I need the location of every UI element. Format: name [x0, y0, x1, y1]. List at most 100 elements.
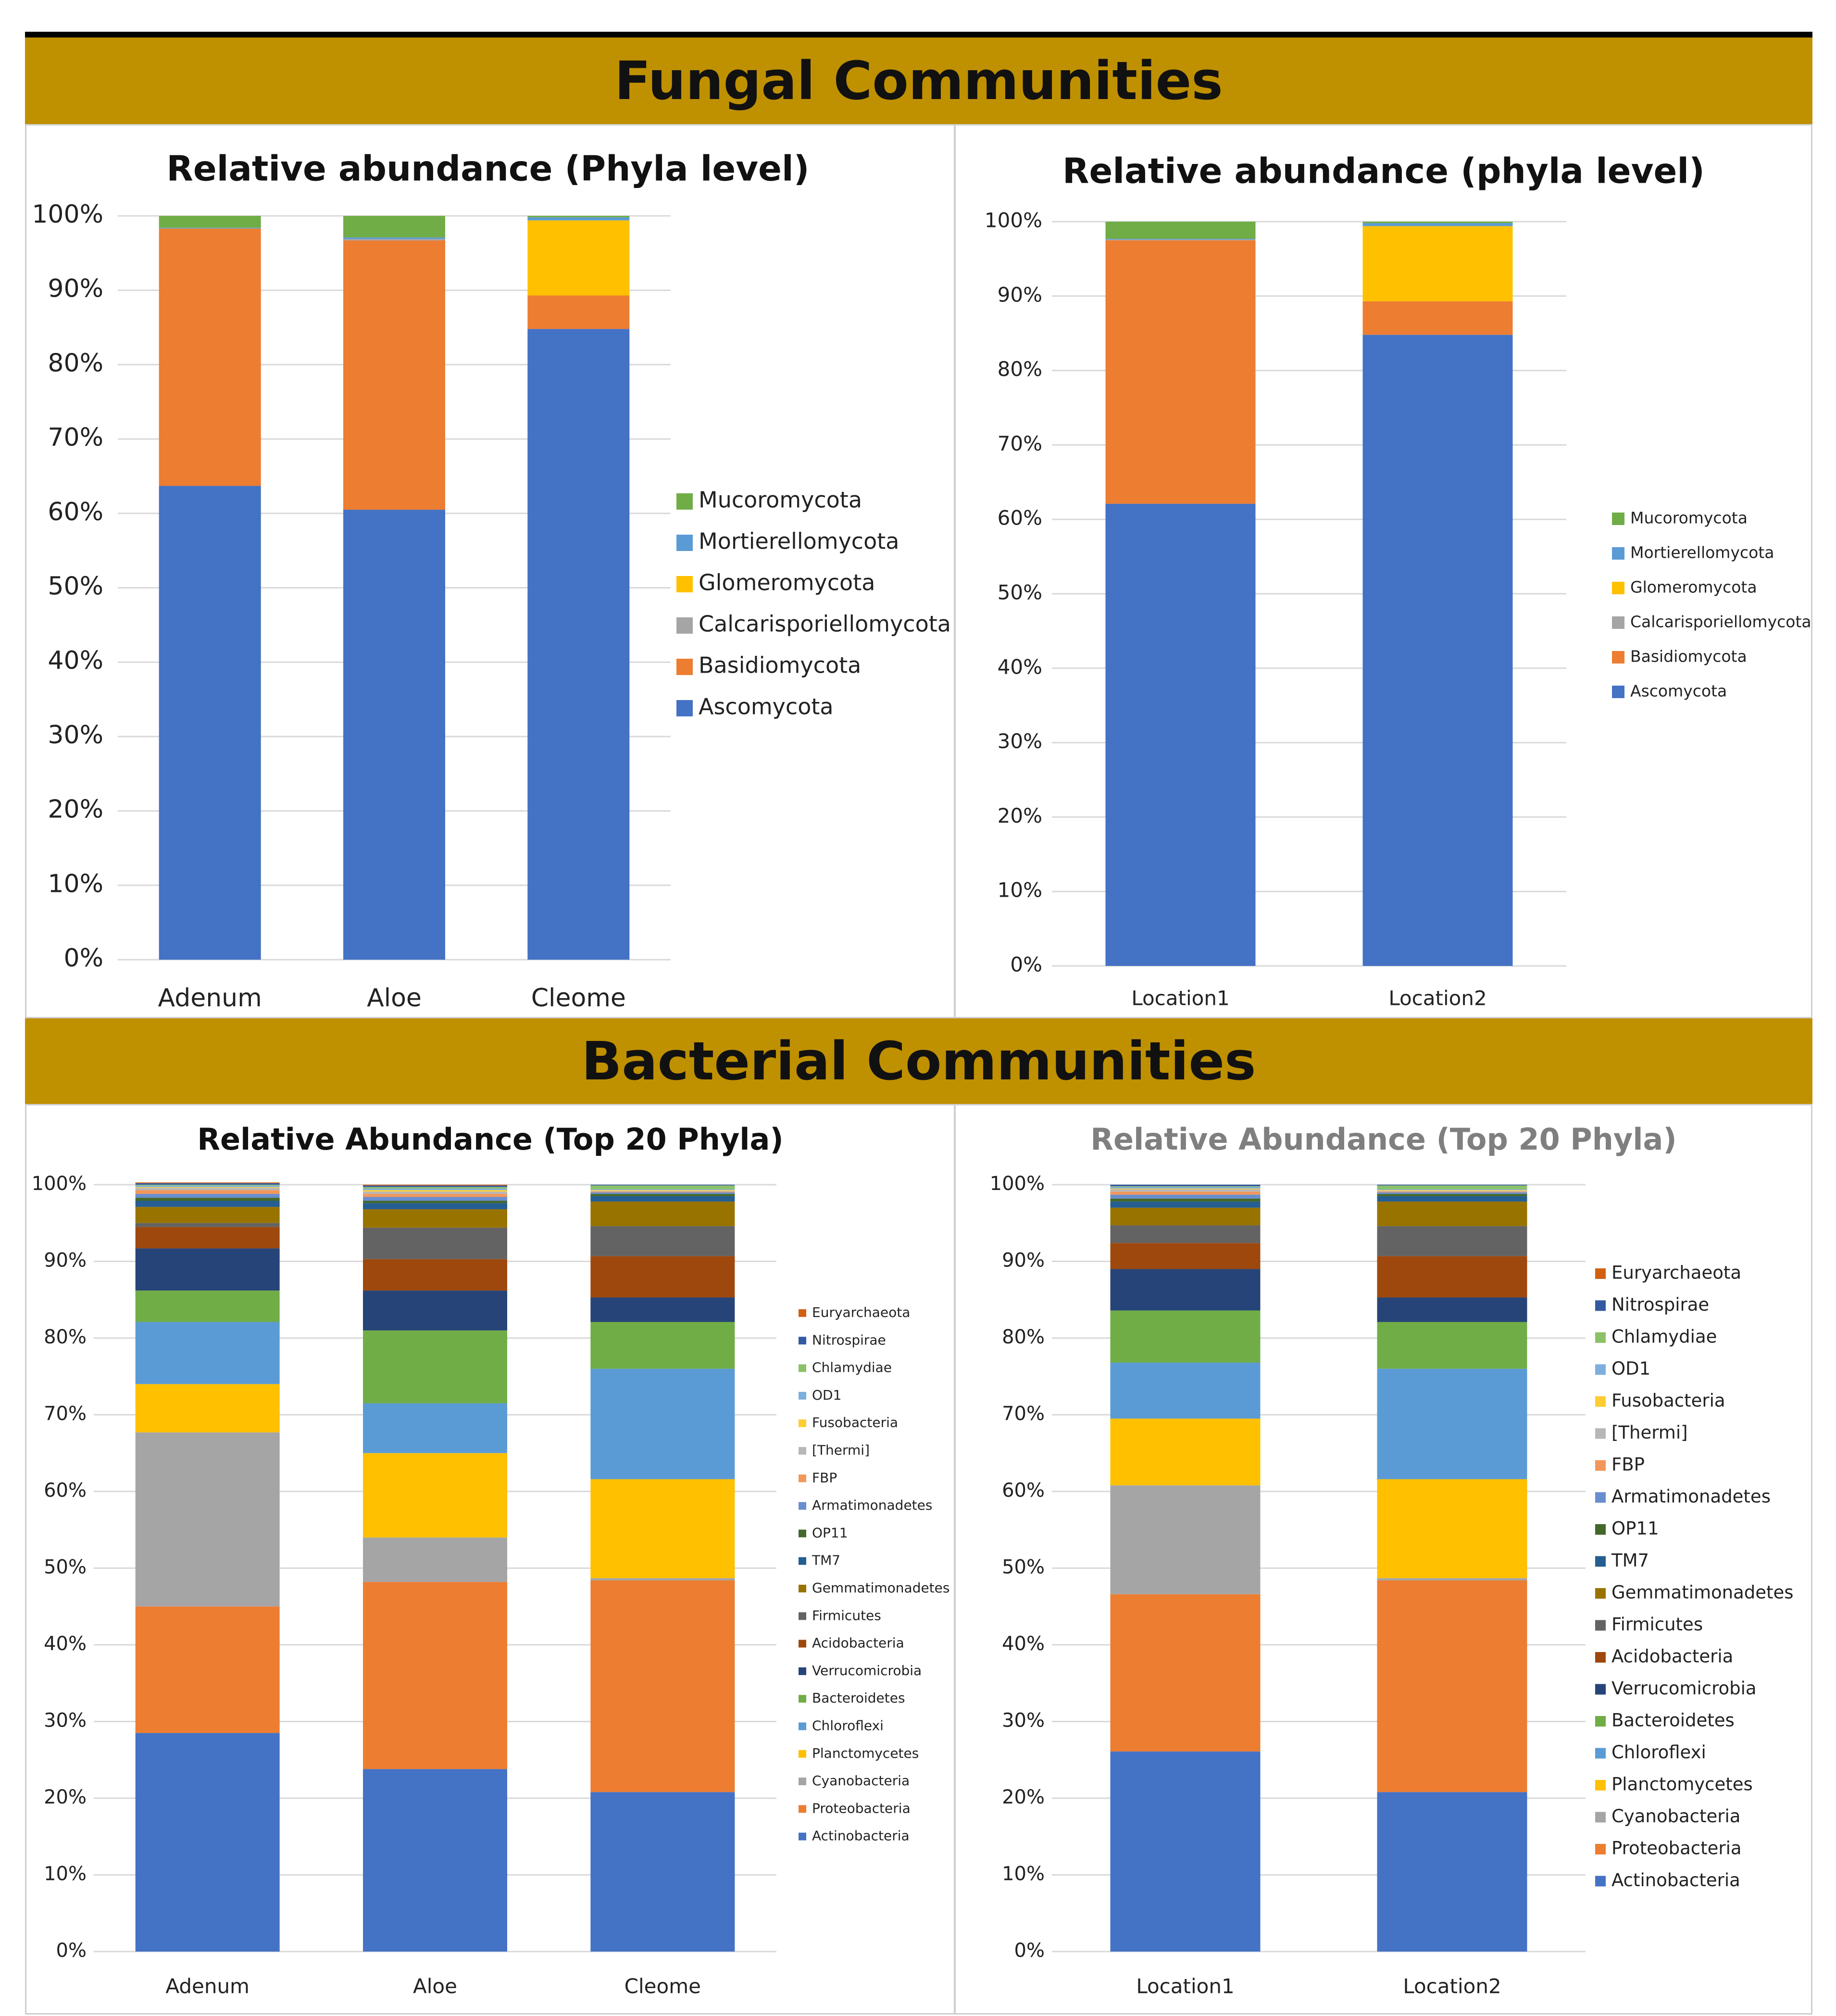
- legend-label-mortierellomycota: Mortierellomycota: [1630, 543, 1774, 562]
- legend-swatch-tm7: [799, 1557, 806, 1565]
- fungal-banner: Fungal Communities: [25, 38, 1812, 124]
- legend-swatch-calcarisporiellomycota: [1612, 616, 1624, 629]
- bar-segment-bacteroidetes-aloe: [363, 1330, 507, 1403]
- legend-label-planctomycetes: Planctomycetes: [812, 1745, 919, 1761]
- bar-segment-fbp-cleome: [590, 1191, 735, 1192]
- legend-swatch-nitrospirae: [1595, 1300, 1606, 1311]
- bar-segment-tm7-location2: [1377, 1196, 1527, 1202]
- y-tick-label: 70%: [44, 1403, 87, 1425]
- y-tick-label: 100%: [32, 1173, 87, 1195]
- legend-label-mucoromycota: Mucoromycota: [1630, 509, 1748, 527]
- legend-label-acidobacteria: Acidobacteria: [1611, 1646, 1733, 1667]
- legend-label-ascomycota: Ascomycota: [699, 694, 834, 720]
- bar-segment-mortierellomycota-location1: [1105, 238, 1256, 240]
- y-tick-label: 0%: [1010, 953, 1042, 977]
- legend-swatch-mortierellomycota: [1612, 547, 1624, 560]
- bar-segment-mortierellomycota-adenum: [159, 227, 261, 229]
- legend-swatch-gemmatimonadetes: [1595, 1588, 1606, 1599]
- legend-label-ascomycota: Ascomycota: [1630, 682, 1727, 701]
- y-tick-label: 70%: [998, 432, 1042, 455]
- legend-swatch-euryarchaeota: [799, 1309, 806, 1317]
- legend-swatch-gemmatimonadetes: [799, 1585, 806, 1592]
- y-tick-label: 60%: [48, 498, 103, 526]
- fungal-banner-title: Fungal Communities: [614, 50, 1223, 112]
- chart-title: Relative Abundance (Top 20 Phyla): [1090, 1122, 1676, 1157]
- legend-swatch-planctomycetes: [799, 1750, 806, 1758]
- bar-segment-thermi-location2: [1377, 1190, 1527, 1192]
- bar-segment-fbp-aloe: [363, 1194, 507, 1197]
- bar-segment-op11-location2: [1377, 1194, 1527, 1196]
- bar-segment-actinobacteria-adenum: [135, 1733, 280, 1952]
- bar-segment-fusobacteria-cleome: [590, 1190, 735, 1191]
- bar-segment-mucoromycota-location1: [1105, 222, 1256, 239]
- bar-segment-acidobacteria-cleome: [590, 1256, 735, 1298]
- fungal-locations-chart: Relative abundance (phyla level) 0% 10% 20%…: [985, 151, 1811, 1010]
- y-tick-label: 60%: [998, 506, 1042, 530]
- y-tick-label: 0%: [1014, 1940, 1045, 1962]
- y-tick-label: 60%: [44, 1479, 87, 1502]
- fungal-samples-panel: Relative abundance (Phyla level) 0% 10% 20%…: [25, 124, 955, 1018]
- legend-label-actinobacteria: Actinobacteria: [1611, 1870, 1740, 1891]
- bar-segment-basidiomycota-cleome: [527, 295, 630, 329]
- y-tick-label: 20%: [998, 804, 1042, 827]
- bar-segment-basidiomycota-aloe: [343, 240, 445, 510]
- bar-segment-acidobacteria-location1: [1110, 1243, 1261, 1269]
- bar-segment-gemmatimonadetes-aloe: [363, 1209, 507, 1228]
- bar-segment-ascomycota-adenum: [159, 486, 261, 960]
- bacterial-banner: Bacterial Communities: [25, 1018, 1812, 1104]
- legend-swatch-mortierellomycota: [676, 535, 693, 551]
- x-tick-label: Cleome: [624, 1975, 701, 1998]
- legend-swatch-acidobacteria: [1595, 1652, 1606, 1663]
- bar-segment-verrucomicrobia-location1: [1110, 1269, 1261, 1311]
- bar-segment-mortierellomycota-cleome: [527, 217, 630, 221]
- bar-segment-gemmatimonadetes-adenum: [135, 1207, 280, 1223]
- bacterial-samples-panel: Relative Abundance (Top 20 Phyla) 0% 10% 20…: [25, 1104, 955, 2015]
- x-tick-label: Aloe: [413, 1975, 457, 1998]
- legend-swatch-verrucomicrobia: [1595, 1684, 1606, 1695]
- x-tick-label: Adenum: [165, 1975, 250, 1998]
- bar-segment-nitrospirae-aloe: [363, 1185, 507, 1187]
- legend-label-armatimonadetes: Armatimonadetes: [1611, 1486, 1771, 1507]
- bar-segment-ascomycota-cleome: [527, 329, 630, 960]
- bar-segment-cyanobacteria-adenum: [135, 1432, 280, 1607]
- bar-segment-chlamydiae-adenum: [135, 1185, 280, 1186]
- legend-label-fbp: FBP: [1611, 1454, 1645, 1475]
- y-tick-label: 100%: [32, 200, 103, 229]
- legend-swatch-fbp: [1595, 1460, 1606, 1471]
- legend-label-chlamydiae: Chlamydiae: [1611, 1327, 1717, 1347]
- legend-swatch-ascomycota: [1612, 686, 1624, 698]
- legend-label-cyanobacteria: Cyanobacteria: [812, 1773, 910, 1789]
- chart-title: Relative abundance (Phyla level): [166, 149, 809, 189]
- legend-swatch-od1: [799, 1391, 806, 1400]
- bar-segment-verrucomicrobia-adenum: [135, 1248, 280, 1291]
- legend-label-bacteroidetes: Bacteroidetes: [1611, 1710, 1735, 1731]
- legend-swatch-armatimonadetes: [799, 1502, 806, 1510]
- legend-label-gemmatimonadetes: Gemmatimonadetes: [1611, 1582, 1794, 1603]
- y-tick-label: 30%: [1002, 1710, 1045, 1732]
- y-tick-label: 10%: [48, 869, 103, 898]
- y-tick-label: 100%: [990, 1173, 1045, 1195]
- bar-segment-tm7-aloe: [363, 1203, 507, 1210]
- legend-label-basidiomycota: Basidiomycota: [1630, 647, 1747, 666]
- bar-segment-chloroflexi-location2: [1377, 1368, 1527, 1479]
- bar-segment-tm7-location1: [1110, 1202, 1261, 1208]
- legend-swatch-proteobacteria: [799, 1805, 806, 1813]
- bar-segment-op11-cleome: [590, 1194, 735, 1196]
- bar-segment-planctomycetes-aloe: [363, 1453, 507, 1538]
- legend-label-chloroflexi: Chloroflexi: [812, 1718, 884, 1734]
- bar-segment-od1-adenum: [135, 1185, 280, 1187]
- legend-label-mucoromycota: Mucoromycota: [699, 487, 862, 513]
- bar-segment-bacteroidetes-cleome: [590, 1322, 735, 1369]
- bar-segment-nitrospirae-location1: [1110, 1185, 1261, 1187]
- bar-segment-fbp-location1: [1110, 1191, 1261, 1195]
- bar-segment-basidiomycota-adenum: [159, 228, 261, 486]
- x-tick-label: Aloe: [367, 984, 422, 1013]
- legend-swatch-chloroflexi: [1595, 1748, 1606, 1759]
- y-tick-label: 40%: [998, 655, 1042, 678]
- legend-swatch-chlamydiae: [799, 1364, 806, 1372]
- x-tick-label: Cleome: [531, 984, 626, 1013]
- y-tick-label: 80%: [48, 349, 103, 377]
- y-tick-label: 30%: [48, 721, 103, 750]
- y-tick-label: 30%: [44, 1710, 87, 1732]
- chart-title: Relative Abundance (Top 20 Phyla): [197, 1122, 783, 1157]
